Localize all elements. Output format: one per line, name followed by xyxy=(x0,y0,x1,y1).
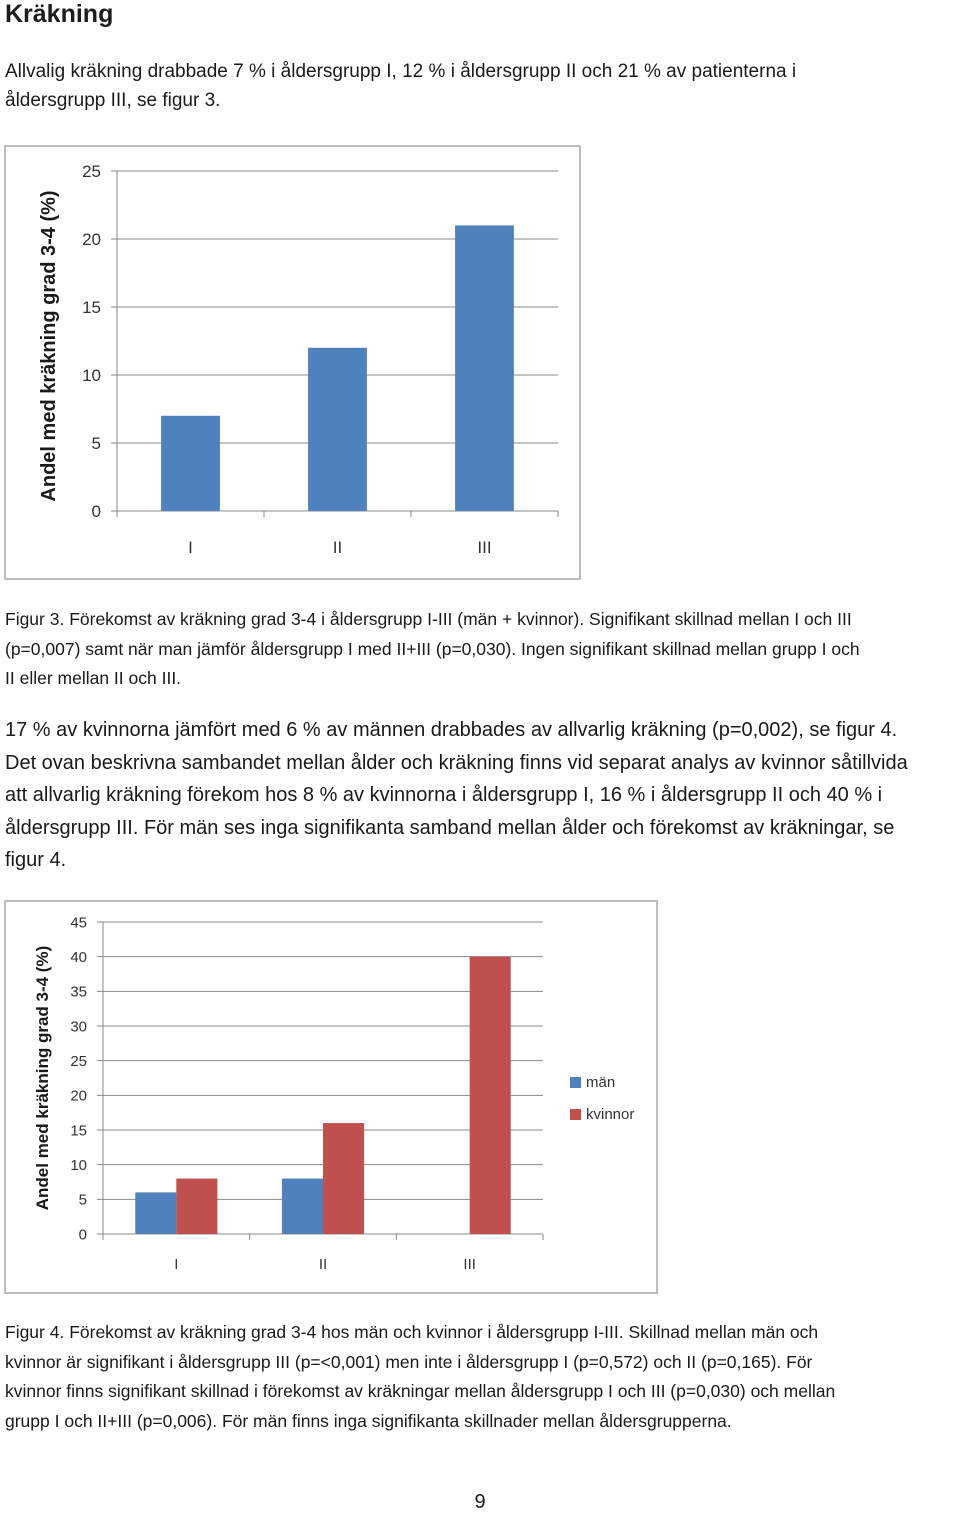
y-tick-label: 40 xyxy=(70,949,87,966)
y-tick-label: 0 xyxy=(79,1226,87,1243)
bar xyxy=(281,1178,323,1234)
legend-label: kvinnor xyxy=(586,1106,634,1123)
figure-4-chart: 0 5 10 15 20 25 30 35 40 45 I II III Andel med kräkni… xyxy=(4,900,658,1294)
y-tick-label: 5 xyxy=(79,1192,87,1209)
body-line: figur 4. xyxy=(5,849,67,871)
bar xyxy=(469,956,511,1234)
intro-line: åldersgrupp III, se figur 3. xyxy=(5,90,221,111)
caption-line: Figur 3. Förekomst av kräkning grad 3-4 … xyxy=(5,609,852,629)
y-tick-label: 15 xyxy=(70,1122,87,1139)
y-tick-label: 20 xyxy=(70,1088,87,1105)
x-tick-label: III xyxy=(463,1256,476,1273)
legend-label: män xyxy=(586,1074,615,1091)
intro-line: Allvalig kräkning drabbade 7 % i åldersg… xyxy=(5,61,797,82)
x-tick-label: II xyxy=(319,1256,327,1273)
caption-line: (p=0,007) samt när man jämför åldersgrup… xyxy=(5,638,860,659)
bar xyxy=(135,1192,177,1234)
x-tick-label: I xyxy=(174,1256,178,1273)
y-tick-label: 25 xyxy=(82,162,101,181)
bar xyxy=(176,1178,218,1234)
y-tick-label: 10 xyxy=(70,1157,87,1174)
body-paragraph: 17 % av kvinnorna jämfört med 6 % av män… xyxy=(5,714,908,877)
body-line: 17 % av kvinnorna jämfört med 6 % av män… xyxy=(5,719,898,741)
caption-line: grupp I och II+III (p=0,006). För män fi… xyxy=(5,1410,732,1431)
figure-3-caption: Figur 3. Förekomst av kräkning grad 3-4 … xyxy=(5,605,860,694)
caption-line: II eller mellan II och III. xyxy=(5,668,182,688)
y-tick-label: 35 xyxy=(70,984,87,1001)
body-line: att allvarlig kräkning förekom hos 8 % a… xyxy=(5,784,883,806)
intro-paragraph: Allvalig kräkning drabbade 7 % i åldersg… xyxy=(5,57,796,115)
y-tick-label: 25 xyxy=(70,1053,87,1070)
y-tick-label: 0 xyxy=(92,502,101,521)
y-axis-title: Andel med kräkning grad 3-4 (%) xyxy=(33,946,52,1211)
y-tick-label: 10 xyxy=(82,366,101,385)
figure-3-chart: 0 5 10 15 20 25 I II III Andel med kräkning grad … xyxy=(4,145,581,580)
y-axis-title: Andel med kräkning grad 3-4 (%) xyxy=(38,190,60,501)
body-line: åldersgrupp III. För män ses inga signif… xyxy=(5,816,895,839)
caption-line: Figur 4. Förekomst av kräkning grad 3-4 … xyxy=(5,1322,819,1342)
x-tick-label: II xyxy=(333,538,342,557)
y-tick-label: 45 xyxy=(70,914,87,931)
bar xyxy=(323,1123,365,1234)
figure-4-caption: Figur 4. Förekomst av kräkning grad 3-4 … xyxy=(5,1318,835,1436)
bar xyxy=(161,415,220,511)
legend-swatch xyxy=(570,1109,581,1120)
bar xyxy=(308,347,367,511)
section-heading: Kräkning xyxy=(5,0,114,28)
y-tick-label: 5 xyxy=(92,434,101,453)
y-tick-label: 15 xyxy=(82,298,101,317)
caption-line: kvinnor finns signifikant skillnad i för… xyxy=(5,1381,836,1401)
y-tick-label: 30 xyxy=(70,1018,87,1035)
page-number: 9 xyxy=(474,1491,486,1513)
caption-line: kvinnor är signifikant i åldersgrupp III… xyxy=(5,1351,813,1372)
y-tick-label: 20 xyxy=(82,230,101,249)
x-tick-label: I xyxy=(188,538,193,557)
legend-swatch xyxy=(570,1077,581,1088)
body-line: Det ovan beskrivna sambandet mellan ålde… xyxy=(5,751,908,774)
bar xyxy=(455,225,514,511)
x-tick-label: III xyxy=(477,538,491,557)
